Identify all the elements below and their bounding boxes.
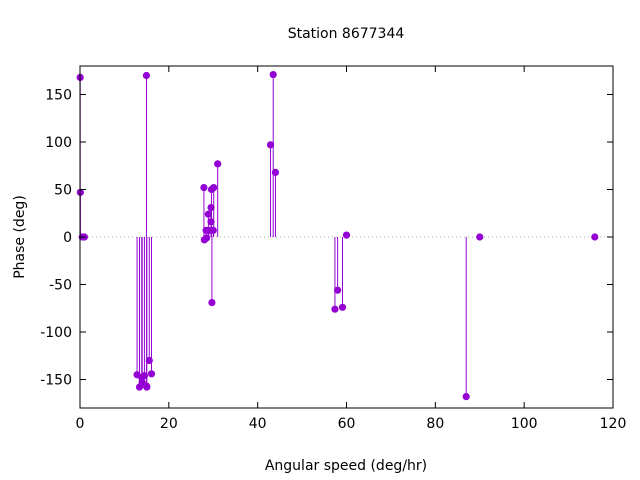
y-axis-ticks: -150 -100 -50 0 50 100 150 [40,88,613,389]
y-axis-title: Phase (deg) [12,195,28,279]
data-point [462,393,470,401]
data-point [271,168,280,176]
y-tick-label: -100 [40,325,72,341]
data-point [209,226,217,234]
data-point [143,383,151,391]
data-point [269,70,277,79]
data-point [338,303,347,311]
data-point [208,298,216,307]
x-tick-label: 0 [76,416,85,432]
x-axis-ticks: 0 20 40 60 80 100 120 [76,66,627,432]
data-point [142,71,151,80]
data-point [207,218,215,226]
x-tick-label: 120 [600,416,627,432]
data-point [266,141,275,149]
x-axis-title: Angular speed (deg/hr) [265,458,427,474]
data-point [331,305,339,313]
data-point [145,356,153,365]
x-tick-label: 20 [160,416,178,432]
y-tick-label: 50 [54,183,72,199]
data-point [204,210,212,218]
y-tick-label: 150 [45,88,72,104]
data-point [591,233,599,241]
chart-title: Station 8677344 [288,26,405,42]
data-point [202,234,211,242]
data-point [140,372,149,380]
x-tick-label: 80 [426,416,444,432]
data-point [200,184,208,192]
x-tick-label: 100 [511,416,538,432]
data-points [76,70,599,401]
impulse-stems [79,74,467,397]
data-point [342,231,351,239]
y-tick-label: -150 [40,373,72,389]
y-tick-label: 100 [45,135,72,151]
x-tick-label: 60 [338,416,356,432]
y-tick-label: -50 [49,278,72,294]
data-point [476,233,484,241]
data-point [214,160,222,168]
x-tick-label: 40 [249,416,267,432]
data-point [334,286,342,294]
data-point [147,370,156,378]
data-point [207,203,215,212]
data-point [210,184,218,192]
y-tick-label: 0 [63,230,72,246]
